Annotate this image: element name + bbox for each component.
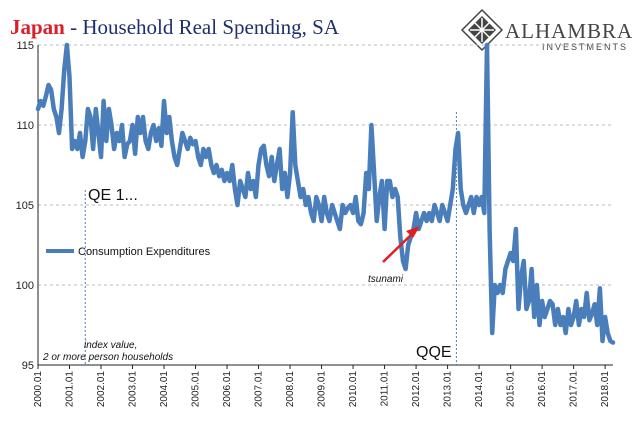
y-tick-label: 110 bbox=[16, 120, 34, 132]
title-country: Japan bbox=[10, 15, 65, 39]
legend-label: Consumption Expenditures bbox=[78, 246, 211, 258]
x-tick-label: 2011.01 bbox=[380, 371, 391, 407]
annotation-tsunami: tsunami bbox=[368, 274, 404, 285]
annotation-qe1: QE 1... bbox=[88, 187, 138, 204]
x-tick-label: 2014.01 bbox=[474, 371, 485, 408]
title-rest: - Household Real Spending, SA bbox=[65, 15, 340, 39]
logo-name: ALHAMBRA bbox=[505, 19, 633, 43]
x-tick-label: 2005.01 bbox=[191, 371, 202, 408]
chart-title: Japan - Household Real Spending, SA bbox=[10, 15, 340, 39]
x-tick-label: 2017.01 bbox=[569, 371, 580, 408]
x-tick-label: 2003.01 bbox=[128, 371, 139, 408]
logo-sub: INVESTMENTS bbox=[542, 42, 628, 52]
series-line-consumption-expenditures bbox=[35, 42, 616, 345]
x-tick-label: 2002.01 bbox=[96, 371, 107, 408]
x-tick-label: 2015.01 bbox=[506, 371, 517, 408]
x-tick-label: 2018.01 bbox=[600, 371, 611, 408]
logo-diamond-icon bbox=[460, 8, 504, 52]
x-tick-label: 2010.01 bbox=[348, 371, 359, 408]
x-tick-label: 2008.01 bbox=[285, 371, 296, 408]
alhambra-logo: ALHAMBRA INVESTMENTS bbox=[460, 8, 633, 52]
x-tick-label: 2009.01 bbox=[317, 371, 328, 408]
y-tick-label: 115 bbox=[16, 40, 34, 52]
x-tick-label: 2004.01 bbox=[159, 371, 170, 408]
x-tick-label: 2000.01 bbox=[33, 371, 44, 408]
x-tick-label: 2013.01 bbox=[443, 371, 454, 408]
note-line2: 2 or more person households bbox=[42, 352, 173, 363]
x-axis: 2000.01 2001.01 2002.01 2003.01 2004.01 2005.… bbox=[33, 364, 613, 408]
arrow-head-icon bbox=[406, 226, 420, 238]
y-tick-label: 95 bbox=[22, 360, 34, 372]
x-tick-label: 2006.01 bbox=[222, 371, 233, 408]
annotation-qqe: QQE bbox=[416, 344, 452, 361]
note-line1: index value, bbox=[84, 340, 137, 351]
y-axis: 95 100 105 110 115 bbox=[16, 40, 39, 372]
y-tick-label: 100 bbox=[16, 280, 34, 292]
x-tick-label: 2007.01 bbox=[254, 371, 265, 408]
reference-lines bbox=[84, 112, 457, 365]
legend: Consumption Expenditures bbox=[46, 246, 211, 258]
tsunami-annotation: tsunami bbox=[368, 226, 420, 285]
x-tick-label: 2012.01 bbox=[411, 371, 422, 408]
y-tick-label: 105 bbox=[16, 200, 34, 212]
x-tick-label: 2001.01 bbox=[65, 371, 76, 408]
x-tick-label: 2016.01 bbox=[537, 371, 548, 408]
